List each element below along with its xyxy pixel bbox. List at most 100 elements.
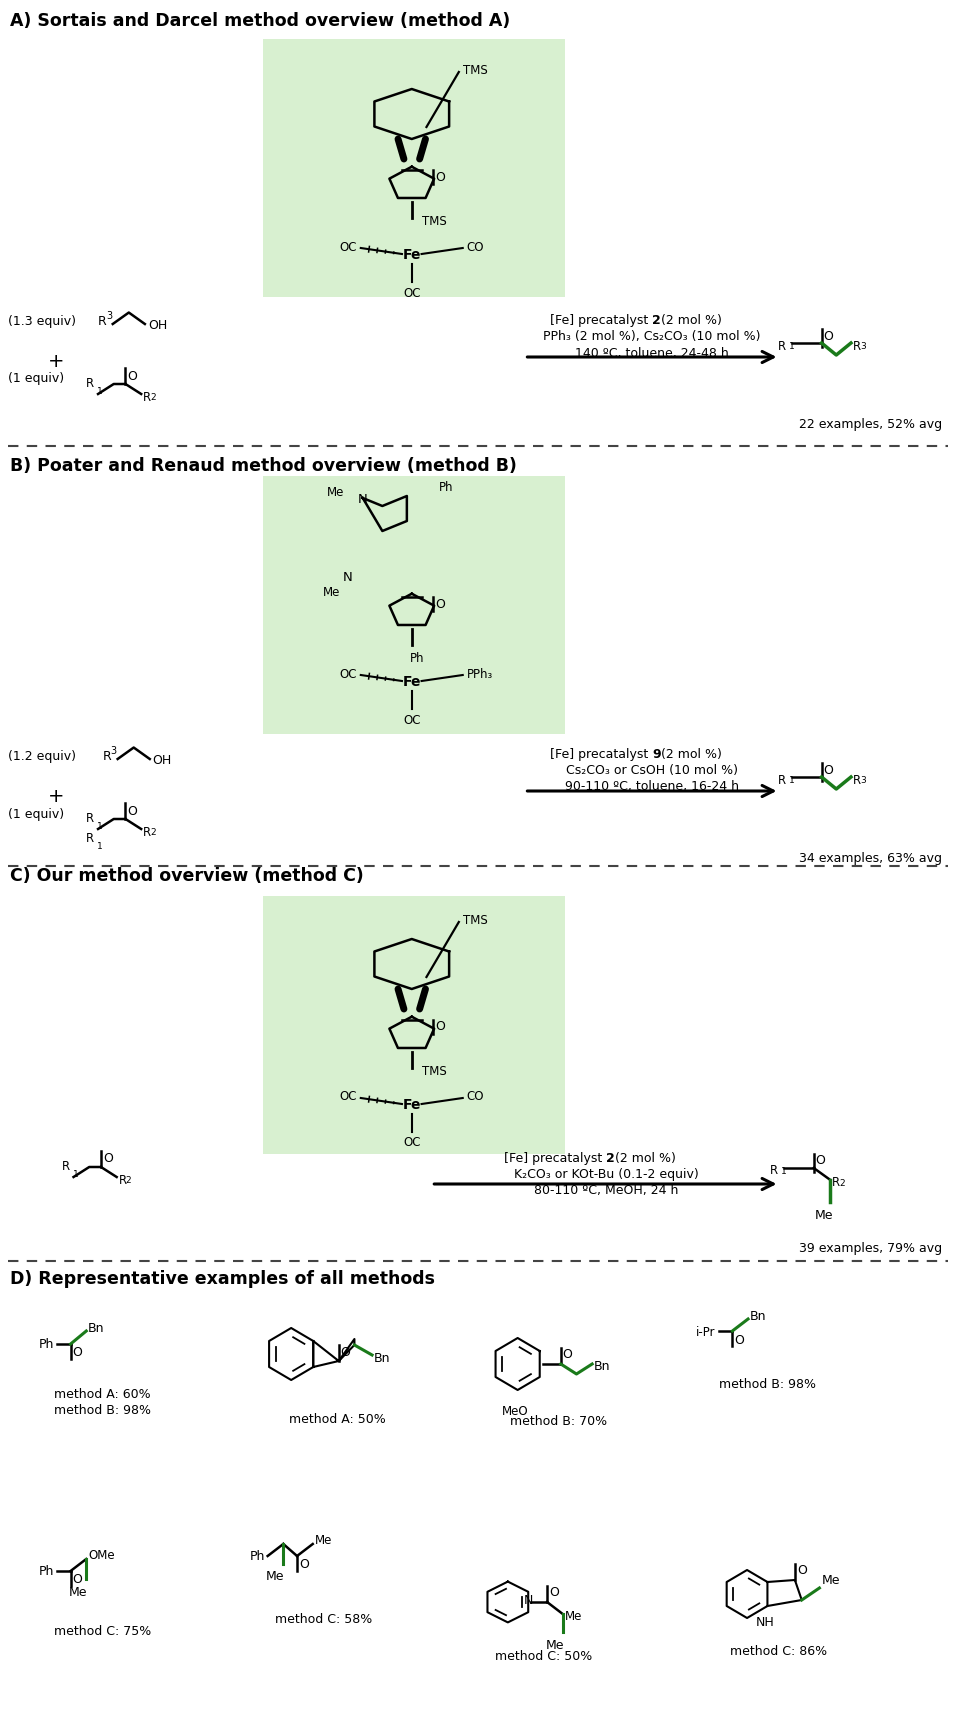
- Text: 3: 3: [860, 775, 866, 784]
- Text: method B: 98%: method B: 98%: [54, 1403, 151, 1416]
- Text: R: R: [86, 812, 95, 824]
- Text: R: R: [143, 825, 151, 837]
- Text: +: +: [48, 351, 64, 370]
- Text: MeO: MeO: [502, 1404, 529, 1418]
- Text: OC: OC: [339, 667, 357, 681]
- Text: Cs₂CO₃ or CsOH (10 mol %): Cs₂CO₃ or CsOH (10 mol %): [566, 763, 738, 777]
- Text: 3: 3: [111, 746, 117, 756]
- Text: R: R: [770, 1163, 778, 1177]
- Text: R: R: [61, 1160, 69, 1172]
- Text: (2 mol %): (2 mol %): [657, 314, 722, 327]
- Text: N: N: [343, 570, 353, 582]
- Text: method A: 50%: method A: 50%: [290, 1413, 386, 1425]
- Text: (2 mol %): (2 mol %): [657, 748, 722, 760]
- Text: Me: Me: [565, 1609, 582, 1623]
- Text: OH: OH: [153, 753, 172, 767]
- Text: (1 equiv): (1 equiv): [8, 808, 64, 820]
- Text: Ph: Ph: [39, 1564, 54, 1578]
- Text: OC: OC: [339, 1091, 357, 1103]
- Text: method B: 98%: method B: 98%: [719, 1377, 816, 1390]
- Text: Bn: Bn: [88, 1322, 104, 1334]
- Text: O: O: [128, 805, 137, 817]
- Text: (1 equiv): (1 equiv): [8, 372, 64, 384]
- Text: OC: OC: [403, 286, 420, 300]
- Text: R: R: [86, 376, 95, 389]
- Text: R: R: [119, 1173, 127, 1185]
- Text: 2: 2: [150, 827, 156, 836]
- Text: i-Pr: i-Pr: [696, 1325, 716, 1337]
- Text: CO: CO: [467, 1091, 485, 1103]
- Text: 2: 2: [839, 1179, 844, 1187]
- Text: OC: OC: [339, 241, 357, 253]
- Text: O: O: [103, 1153, 113, 1165]
- Text: Me: Me: [821, 1573, 839, 1587]
- Text: Me: Me: [266, 1570, 285, 1582]
- Text: TMS: TMS: [463, 64, 488, 76]
- Text: 2: 2: [150, 393, 156, 401]
- Text: O: O: [563, 1347, 572, 1361]
- Text: 90-110 ºC, toluene, 16-24 h: 90-110 ºC, toluene, 16-24 h: [565, 779, 739, 793]
- Bar: [262, 40, 565, 298]
- Text: O: O: [72, 1573, 83, 1585]
- Text: method C: 50%: method C: 50%: [495, 1649, 593, 1663]
- Text: O: O: [72, 1346, 83, 1359]
- Text: Me: Me: [315, 1533, 332, 1547]
- Text: [Fe] precatalyst: [Fe] precatalyst: [550, 314, 652, 327]
- Text: 1: 1: [789, 775, 795, 784]
- Text: 9: 9: [652, 748, 661, 760]
- Text: Ph: Ph: [410, 651, 424, 665]
- Text: Fe: Fe: [403, 1098, 421, 1111]
- Text: 1: 1: [98, 841, 102, 851]
- Text: R: R: [86, 830, 95, 844]
- Text: Fe: Fe: [403, 248, 421, 262]
- Text: O: O: [128, 369, 137, 383]
- Text: O: O: [435, 598, 446, 610]
- Text: Fe: Fe: [403, 675, 421, 689]
- Text: A) Sortais and Darcel method overview (method A): A) Sortais and Darcel method overview (m…: [10, 12, 510, 29]
- Text: [Fe] precatalyst: [Fe] precatalyst: [550, 748, 652, 760]
- Text: OMe: OMe: [88, 1549, 115, 1561]
- Text: 1: 1: [72, 1170, 78, 1179]
- Text: R: R: [103, 750, 112, 763]
- Text: (1.2 equiv): (1.2 equiv): [8, 750, 76, 763]
- Text: 3: 3: [106, 310, 112, 320]
- Text: R: R: [853, 339, 861, 351]
- Text: 34 examples, 63% avg: 34 examples, 63% avg: [800, 851, 942, 865]
- Text: PPh₃: PPh₃: [467, 667, 493, 681]
- Text: TMS: TMS: [421, 1065, 447, 1077]
- Text: O: O: [816, 1154, 826, 1166]
- Text: O: O: [797, 1563, 806, 1577]
- Text: Me: Me: [814, 1208, 833, 1222]
- Text: R: R: [98, 315, 107, 327]
- Text: Bn: Bn: [750, 1309, 766, 1322]
- Text: +: +: [48, 786, 64, 806]
- Text: O: O: [435, 171, 446, 183]
- Text: 3: 3: [860, 341, 866, 351]
- Text: method A: 60%: method A: 60%: [54, 1387, 150, 1401]
- Text: 1: 1: [98, 386, 102, 396]
- Text: K₂CO₃ or KOt-Bu (0.1-2 equiv): K₂CO₃ or KOt-Bu (0.1-2 equiv): [514, 1166, 698, 1180]
- Text: Ph: Ph: [39, 1337, 54, 1351]
- Text: Me: Me: [546, 1639, 565, 1651]
- Text: R: R: [778, 339, 786, 351]
- Text: TMS: TMS: [421, 215, 447, 227]
- Text: Ph: Ph: [439, 481, 453, 493]
- Text: Bn: Bn: [594, 1359, 610, 1373]
- Text: O: O: [824, 763, 834, 775]
- Text: R: R: [853, 774, 861, 786]
- Text: PPh₃ (2 mol %), Cs₂CO₃ (10 mol %): PPh₃ (2 mol %), Cs₂CO₃ (10 mol %): [543, 329, 760, 343]
- Text: (2 mol %): (2 mol %): [610, 1151, 676, 1165]
- Text: Ph: Ph: [250, 1549, 264, 1563]
- Text: 39 examples, 79% avg: 39 examples, 79% avg: [800, 1241, 942, 1254]
- Text: method C: 58%: method C: 58%: [275, 1613, 371, 1625]
- Bar: [262, 896, 565, 1154]
- Text: O: O: [435, 1020, 446, 1032]
- Text: N: N: [524, 1594, 533, 1606]
- Text: OC: OC: [403, 1135, 420, 1149]
- Text: 2: 2: [652, 314, 661, 327]
- Text: O: O: [824, 329, 834, 343]
- Text: OC: OC: [403, 713, 420, 725]
- Text: B) Poater and Renaud method overview (method B): B) Poater and Renaud method overview (me…: [10, 457, 517, 476]
- Text: 2: 2: [605, 1151, 614, 1165]
- Text: 80-110 ºC, MeOH, 24 h: 80-110 ºC, MeOH, 24 h: [533, 1184, 678, 1196]
